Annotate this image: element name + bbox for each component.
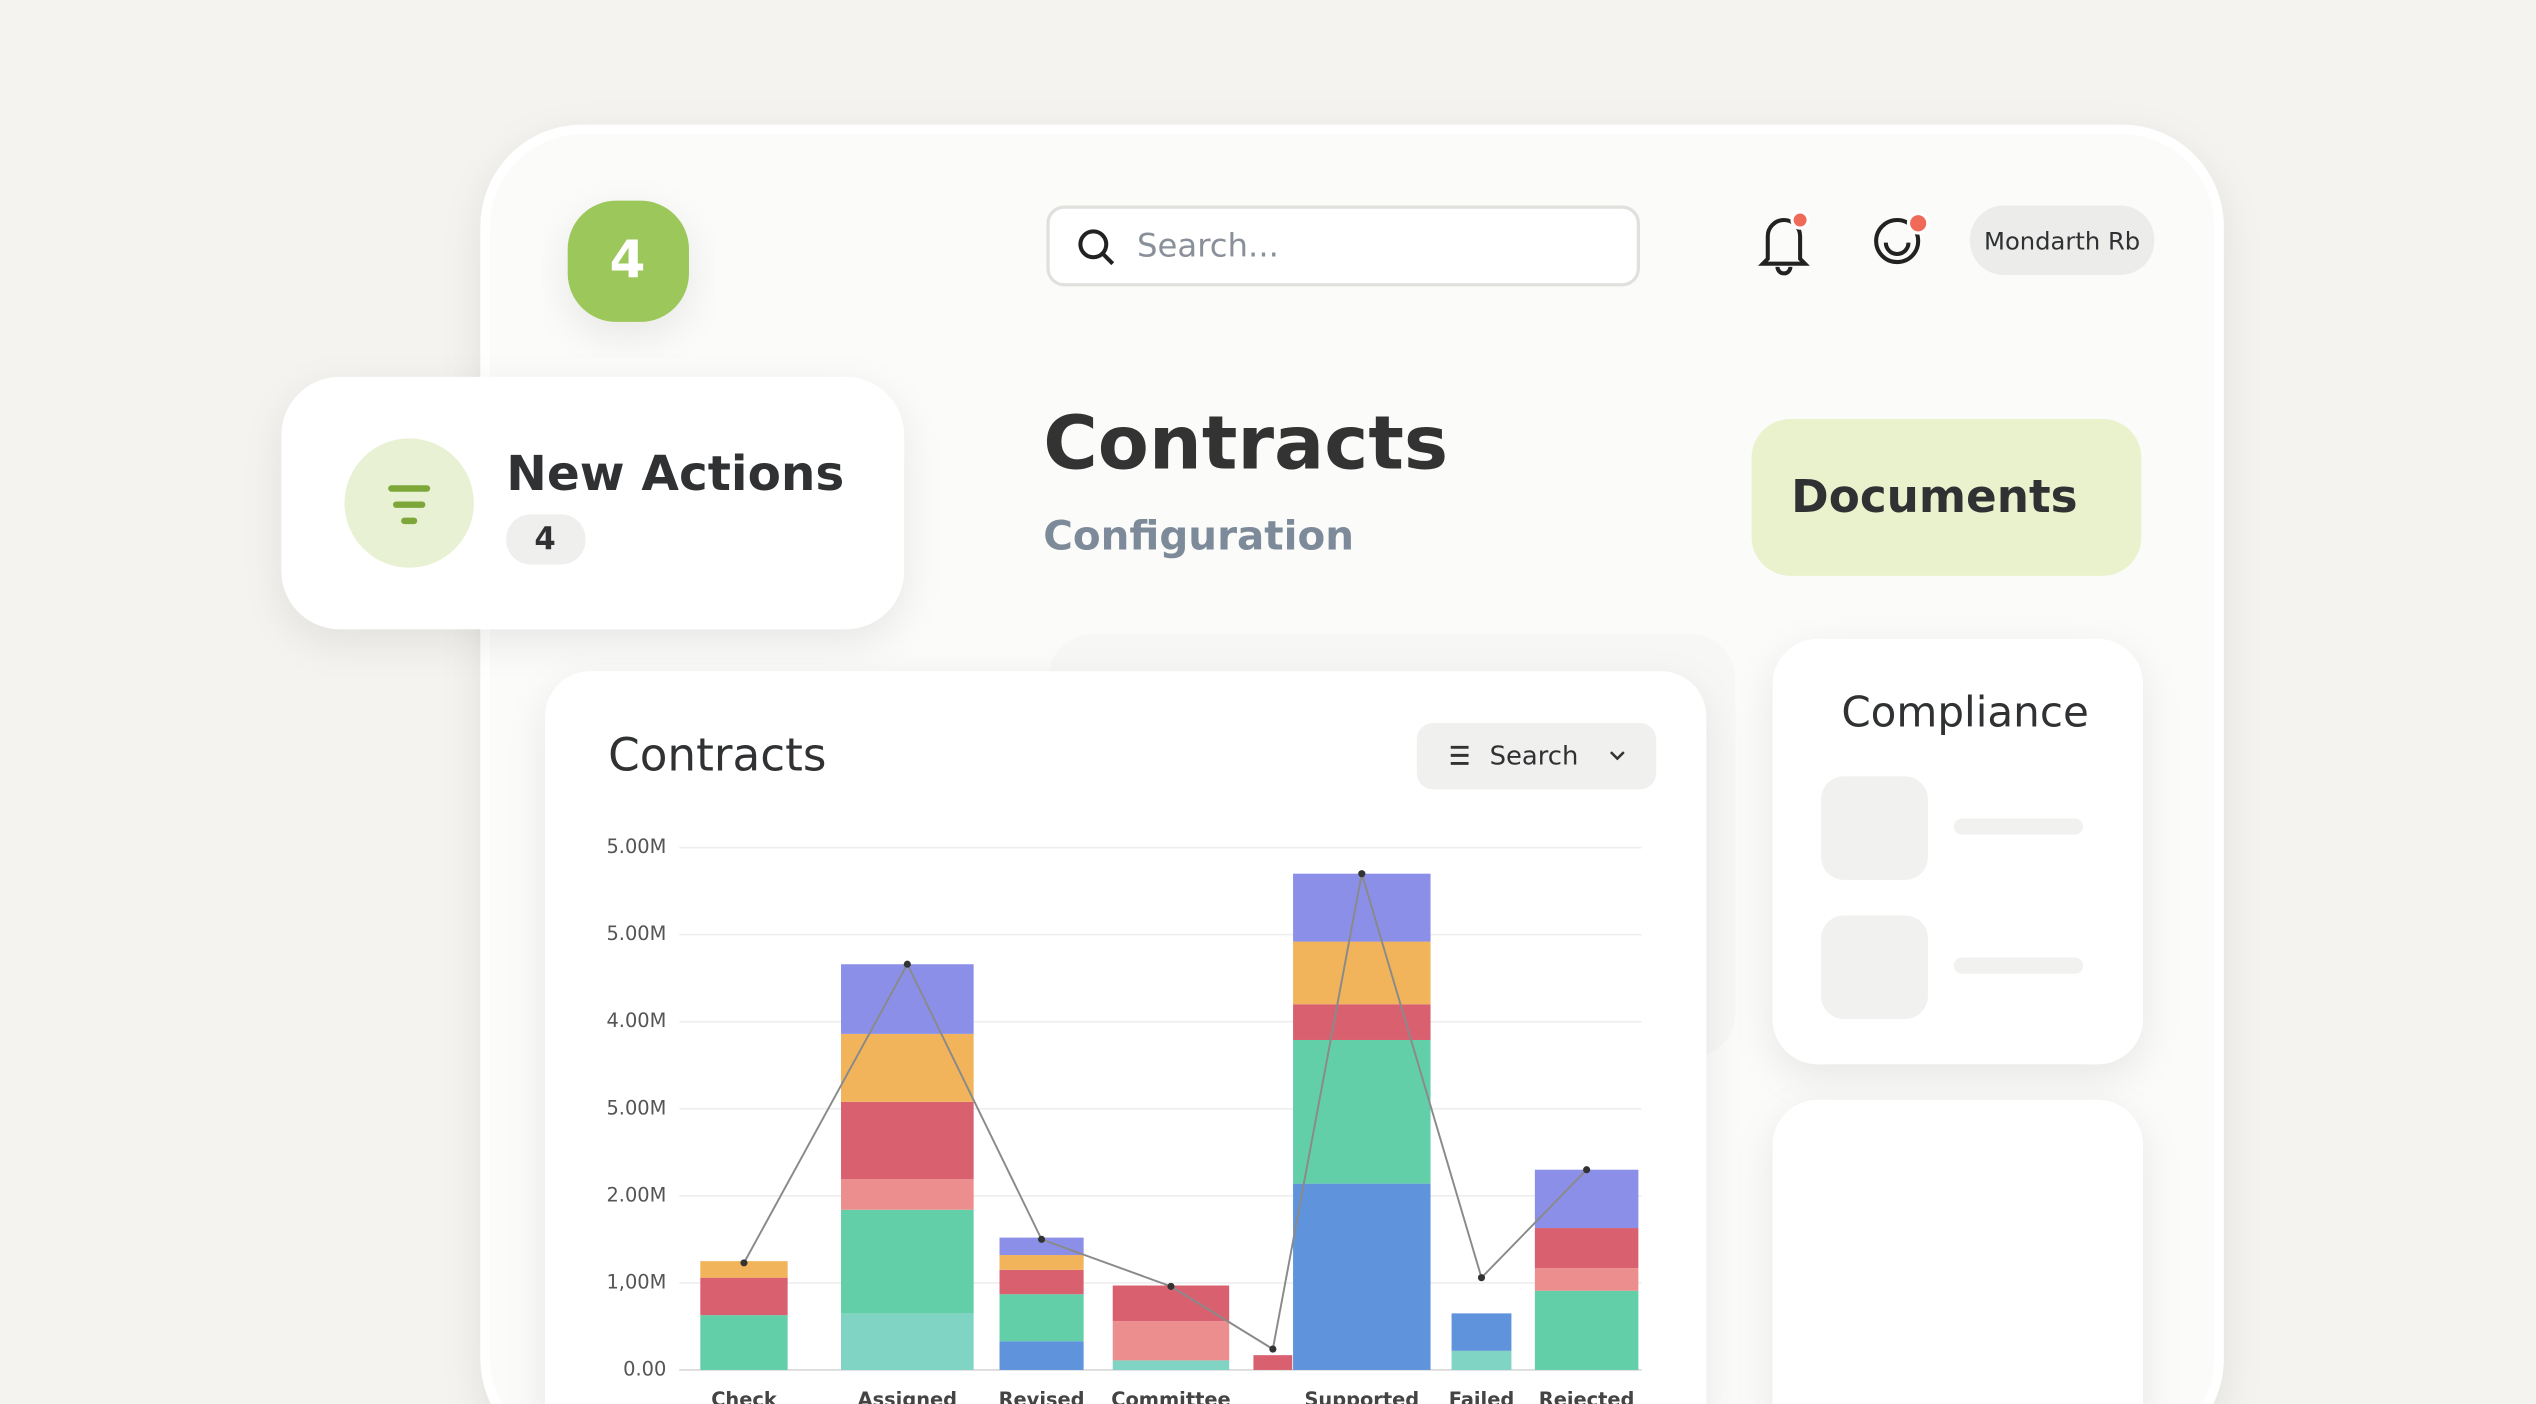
bar-segment <box>999 1255 1084 1270</box>
x-tick-label: Revised <box>999 1388 1085 1404</box>
user-pill[interactable] <box>1969 205 2155 276</box>
new-actions-title: New Actions <box>506 446 844 502</box>
skeleton-avatar <box>1821 915 1928 1019</box>
bar-segment <box>999 1237 1084 1256</box>
bar-segment <box>1112 1285 1230 1322</box>
bar-segment <box>700 1261 788 1278</box>
x-tick-label: Assigned <box>858 1388 957 1404</box>
bar-segment <box>1253 1355 1293 1370</box>
bar-segment <box>999 1341 1084 1370</box>
icon-line <box>401 517 418 525</box>
y-tick-label: 1,00M <box>606 1270 666 1293</box>
plot: 0.00 1,00M 2.00M 5.00M 4.00M 5.00M 5.00M Check A… <box>606 835 1642 1404</box>
filter-label: Search <box>1490 741 1579 771</box>
x-tick-label: Check <box>711 1388 778 1404</box>
skeleton-line <box>1953 818 2084 835</box>
filter-icon <box>1450 745 1469 765</box>
bar-segment <box>1293 941 1431 1005</box>
bar-segment <box>1451 1313 1512 1351</box>
bar-segment <box>841 964 974 1034</box>
search-placeholder: Search... <box>1137 227 1279 265</box>
trend-point <box>1167 1282 1175 1290</box>
bar-segment <box>1112 1321 1230 1361</box>
new-actions-card[interactable] <box>281 376 905 630</box>
new-actions-count: 4 <box>534 521 555 557</box>
y-tick-label: 0.00 <box>623 1357 666 1380</box>
bar-segment <box>841 1101 974 1180</box>
bar-segment <box>841 1033 974 1102</box>
bar-segment <box>1293 1004 1431 1040</box>
compliance-title: Compliance <box>1841 687 2089 736</box>
skeleton-line <box>1953 957 2084 974</box>
documents-label: Documents <box>1791 470 2077 523</box>
y-tick-label: 5.00M <box>606 835 666 858</box>
chat-icon[interactable] <box>1874 218 1921 265</box>
chat-dot <box>1906 211 1930 235</box>
x-tick-label: Rejected <box>1539 1388 1635 1404</box>
chart-title: Contracts <box>608 729 826 782</box>
trend-point <box>1269 1345 1277 1353</box>
bar-segment <box>1293 1183 1431 1370</box>
search-icon-handle <box>1101 252 1115 266</box>
y-tick-label: 4.00M <box>606 1009 666 1032</box>
bar-segment <box>1293 873 1431 942</box>
chat-smile <box>1883 242 1911 256</box>
bar-segment <box>1293 1039 1431 1184</box>
trend-point <box>740 1259 748 1267</box>
y-tick-label: 5.00M <box>606 1096 666 1119</box>
bar-segment <box>1534 1268 1639 1291</box>
bar-segment <box>1451 1350 1512 1370</box>
user-name: Mondarth Rb <box>1984 227 2140 256</box>
trend-point <box>1038 1235 1046 1243</box>
bar-segment <box>999 1294 1084 1342</box>
bar-segment <box>1534 1169 1639 1229</box>
trend-point <box>903 960 911 968</box>
x-tick-label: Supported <box>1304 1388 1419 1404</box>
empty-card <box>1772 1099 2143 1404</box>
icon-line <box>388 485 431 492</box>
trend-point <box>1583 1166 1591 1174</box>
y-tick-label: 5.00M <box>606 922 666 945</box>
page-title: Contracts <box>1043 400 1448 487</box>
x-tick-label: Failed <box>1449 1388 1515 1404</box>
bar-segment <box>1534 1228 1639 1269</box>
x-tick-label: Committee <box>1111 1388 1230 1404</box>
page-subtitle: Configuration <box>1043 512 1354 560</box>
search-icon <box>1078 229 1109 260</box>
bar-segment <box>999 1269 1084 1295</box>
dropdown-caret <box>1609 751 1625 761</box>
logo-badge-text: 4 <box>610 231 646 291</box>
bar-segment <box>841 1313 974 1370</box>
filter-dropdown[interactable] <box>1416 723 1657 790</box>
icon-line <box>393 501 426 508</box>
bar-segment <box>700 1277 788 1316</box>
bar-segment <box>700 1315 788 1370</box>
trend-line <box>743 873 1588 1351</box>
bell-icon[interactable] <box>1758 218 1810 276</box>
new-actions-count-pill <box>506 514 586 565</box>
bar-segment <box>1534 1290 1639 1370</box>
documents-button[interactable] <box>1751 418 2142 576</box>
trend-point <box>1358 870 1366 878</box>
search-box[interactable] <box>1046 205 1640 287</box>
logo-badge[interactable] <box>567 200 689 322</box>
bell-dot <box>1790 210 1810 230</box>
bar-segment <box>841 1179 974 1210</box>
y-tick-label: 2.00M <box>606 1183 666 1206</box>
trend-point <box>1477 1274 1486 1282</box>
bar-segment <box>1112 1360 1230 1370</box>
skeleton-avatar <box>1821 776 1928 880</box>
bar-segment <box>841 1209 974 1314</box>
